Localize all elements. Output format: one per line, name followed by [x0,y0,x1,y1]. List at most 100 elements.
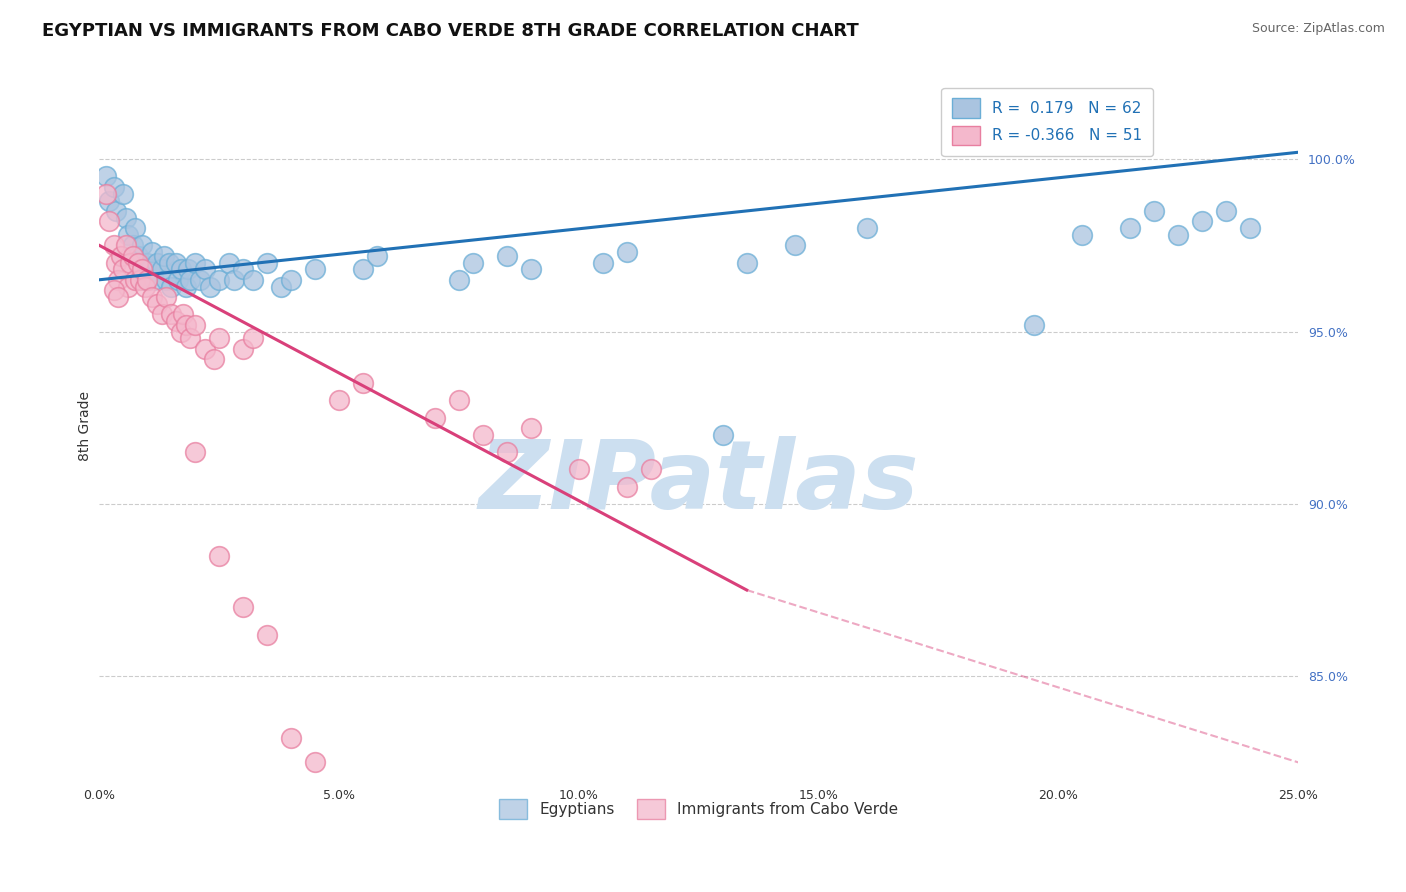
Point [131,238,153,252]
Point [177,262,200,277]
Point [112,262,135,277]
Point [145,297,167,311]
Point [105,255,128,269]
Point [105,203,128,218]
Point [194,262,217,277]
Point [328,393,350,408]
Point [184,255,207,269]
Point [568,462,591,476]
Point [179,273,201,287]
Point [218,255,240,269]
Point [280,731,302,746]
Point [1119,221,1142,235]
Point [179,331,201,345]
Point [447,273,470,287]
Point [103,283,125,297]
Point [117,227,139,242]
Point [131,262,153,277]
Point [208,273,231,287]
Point [127,249,149,263]
Point [155,273,177,287]
Point [141,245,163,260]
Point [103,179,125,194]
Point [97,214,120,228]
Point [110,249,132,263]
Point [232,600,254,615]
Point [120,255,142,269]
Point [174,279,197,293]
Point [160,279,183,293]
Point [170,325,193,339]
Point [520,262,543,277]
Point [194,342,217,356]
Point [783,238,806,252]
Point [170,262,193,277]
Point [202,352,225,367]
Point [129,273,152,287]
Point [735,255,758,269]
Point [138,262,160,277]
Point [198,279,221,293]
Point [463,255,485,269]
Point [1215,203,1237,218]
Point [134,279,156,293]
Point [97,194,120,208]
Point [447,393,470,408]
Point [172,307,194,321]
Point [1143,203,1166,218]
Point [103,238,125,252]
Point [145,255,167,269]
Point [208,331,231,345]
Point [96,169,118,184]
Point [129,262,152,277]
Point [124,221,146,235]
Point [280,273,302,287]
Point [112,186,135,201]
Text: EGYPTIAN VS IMMIGRANTS FROM CABO VERDE 8TH GRADE CORRELATION CHART: EGYPTIAN VS IMMIGRANTS FROM CABO VERDE 8… [42,22,859,40]
Point [184,445,207,459]
Point [256,628,278,642]
Point [150,307,173,321]
Point [242,273,264,287]
Point [153,249,176,263]
Point [1024,318,1046,332]
Point [121,238,143,252]
Point [107,290,129,304]
Point [134,273,156,287]
Point [150,262,173,277]
Point [232,262,254,277]
Point [304,756,326,770]
Point [1167,227,1189,242]
Point [496,249,519,263]
Text: Source: ZipAtlas.com: Source: ZipAtlas.com [1251,22,1385,36]
Point [184,318,207,332]
Point [855,221,877,235]
Point [366,249,388,263]
Point [165,314,187,328]
Point [592,255,614,269]
Point [136,255,159,269]
Point [114,211,136,225]
Point [1239,221,1261,235]
Point [136,273,159,287]
Point [114,238,136,252]
Point [270,279,292,293]
Point [222,273,245,287]
Point [165,255,187,269]
Point [143,273,166,287]
Point [121,249,143,263]
Legend: Egyptians, Immigrants from Cabo Verde: Egyptians, Immigrants from Cabo Verde [494,793,904,825]
Point [711,428,734,442]
Point [496,445,519,459]
Point [174,318,197,332]
Point [232,342,254,356]
Point [616,480,638,494]
Point [96,186,118,201]
Point [117,279,139,293]
Point [640,462,662,476]
Point [520,421,543,435]
Point [423,410,446,425]
Point [155,290,177,304]
Point [188,273,211,287]
Point [242,331,264,345]
